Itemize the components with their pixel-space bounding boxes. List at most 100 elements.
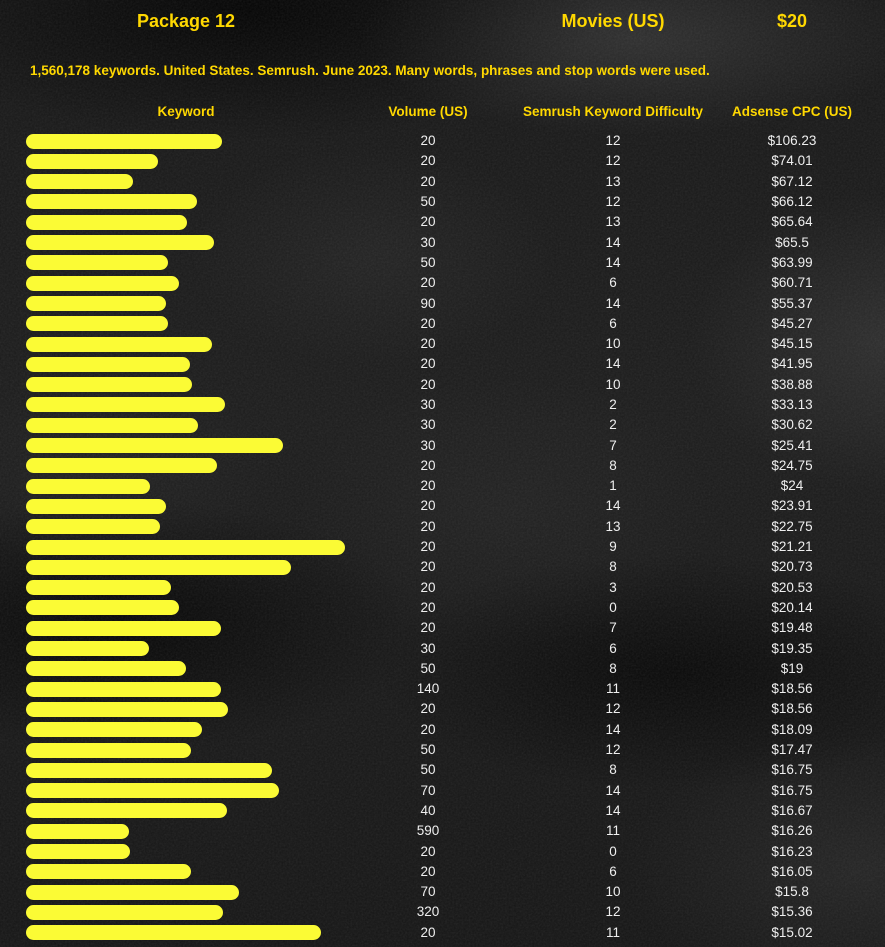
- cpc-value: $19.48: [771, 620, 813, 636]
- difficulty-value: 8: [609, 661, 617, 677]
- redacted-keyword-bar: [26, 641, 149, 657]
- difficulty-value: 14: [605, 356, 621, 372]
- table-row: 20 1 $24: [0, 476, 885, 496]
- redacted-keyword-bar: [26, 255, 168, 271]
- volume-value: 50: [420, 661, 436, 677]
- difficulty-value: 13: [605, 214, 621, 230]
- difficulty-value: 12: [605, 701, 621, 717]
- volume-value: 140: [416, 681, 440, 697]
- redacted-keyword-bar: [26, 661, 186, 677]
- table-row: 50 14 $63.99: [0, 253, 885, 273]
- redacted-keyword-bar: [26, 478, 150, 494]
- cpc-value: $45.27: [771, 316, 813, 332]
- volume-value: 20: [420, 275, 436, 291]
- difficulty-value: 6: [609, 275, 617, 291]
- volume-value: 70: [420, 884, 436, 900]
- table-row: 70 10 $15.8: [0, 882, 885, 902]
- cpc-value: $30.62: [771, 417, 813, 433]
- volume-value: 30: [420, 417, 436, 433]
- table-row: 20 14 $23.91: [0, 496, 885, 516]
- difficulty-value: 12: [605, 904, 621, 920]
- cpc-value: $24: [780, 478, 804, 494]
- volume-value: 20: [420, 376, 436, 392]
- redacted-keyword-bar: [26, 397, 225, 413]
- difficulty-value: 8: [609, 559, 617, 575]
- difficulty-value: 14: [605, 234, 621, 250]
- volume-value: 70: [420, 782, 436, 798]
- difficulty-value: 11: [605, 924, 621, 940]
- redacted-keyword-bar: [26, 275, 179, 291]
- difficulty-value: 11: [605, 681, 621, 697]
- table-row: 20 6 $45.27: [0, 314, 885, 334]
- cpc-value: $21.21: [771, 539, 813, 555]
- volume-value: 20: [420, 173, 436, 189]
- difficulty-value: 0: [609, 600, 617, 616]
- volume-value: 20: [420, 133, 436, 149]
- table-row: 20 7 $19.48: [0, 618, 885, 638]
- volume-value: 20: [420, 478, 436, 494]
- table-row: 70 14 $16.75: [0, 781, 885, 801]
- cpc-value: $19: [780, 661, 804, 677]
- category-title: Movies (US): [561, 11, 665, 31]
- redacted-keyword-bar: [26, 925, 321, 941]
- volume-value: 50: [420, 762, 436, 778]
- table-row: 30 14 $65.5: [0, 232, 885, 252]
- volume-value: 90: [420, 295, 436, 311]
- difficulty-value: 10: [605, 336, 621, 352]
- redacted-keyword-bar: [26, 153, 158, 169]
- cpc-value: $55.37: [771, 295, 813, 311]
- redacted-keyword-bar: [26, 722, 202, 738]
- table-row: 20 14 $41.95: [0, 354, 885, 374]
- difficulty-value: 12: [605, 153, 621, 169]
- volume-value: 20: [420, 924, 436, 940]
- volume-value: 30: [420, 234, 436, 250]
- cpc-value: $16.23: [771, 843, 813, 859]
- redacted-keyword-bar: [26, 417, 198, 433]
- cpc-value: $67.12: [771, 173, 813, 189]
- column-header-difficulty: Semrush Keyword Difficulty: [522, 104, 704, 119]
- volume-value: 20: [420, 701, 436, 717]
- cpc-value: $18.56: [771, 681, 813, 697]
- table-row: 20 11 $15.02: [0, 923, 885, 943]
- table-row: 20 13 $65.64: [0, 212, 885, 232]
- cpc-value: $20.53: [771, 579, 813, 595]
- cpc-value: $15.36: [771, 904, 813, 920]
- difficulty-value: 2: [609, 397, 617, 413]
- difficulty-value: 14: [605, 803, 621, 819]
- cpc-value: $18.09: [771, 721, 813, 737]
- cpc-value: $16.75: [771, 782, 813, 798]
- cpc-value: $16.05: [771, 864, 813, 880]
- table-row: 30 6 $19.35: [0, 638, 885, 658]
- redacted-keyword-bar: [26, 559, 291, 575]
- cpc-value: $25.41: [771, 437, 813, 453]
- redacted-keyword-bar: [26, 377, 192, 393]
- volume-value: 20: [420, 316, 436, 332]
- redacted-keyword-bar: [26, 823, 129, 839]
- redacted-keyword-bar: [26, 194, 197, 210]
- difficulty-value: 0: [609, 843, 617, 859]
- table-row: 50 12 $66.12: [0, 192, 885, 212]
- table-row: 20 8 $20.73: [0, 557, 885, 577]
- difficulty-value: 14: [605, 295, 621, 311]
- table-row: 50 8 $19: [0, 659, 885, 679]
- table-row: 30 2 $30.62: [0, 415, 885, 435]
- volume-value: 20: [420, 153, 436, 169]
- difficulty-value: 9: [609, 539, 617, 555]
- table-row: 50 8 $16.75: [0, 760, 885, 780]
- difficulty-value: 14: [605, 721, 621, 737]
- volume-value: 590: [416, 823, 440, 839]
- cpc-value: $16.75: [771, 762, 813, 778]
- redacted-keyword-bar: [26, 458, 217, 474]
- cpc-value: $74.01: [771, 153, 813, 169]
- table-row: 20 0 $20.14: [0, 598, 885, 618]
- volume-value: 20: [420, 843, 436, 859]
- redacted-keyword-bar: [26, 356, 190, 372]
- table-row: 20 0 $16.23: [0, 841, 885, 861]
- redacted-keyword-bar: [26, 316, 168, 332]
- redacted-keyword-bar: [26, 438, 283, 454]
- redacted-keyword-bar: [26, 783, 279, 799]
- cpc-value: $15.02: [771, 924, 813, 940]
- difficulty-value: 6: [609, 864, 617, 880]
- cpc-value: $65.5: [775, 234, 809, 250]
- package-title: Package 12: [136, 11, 236, 31]
